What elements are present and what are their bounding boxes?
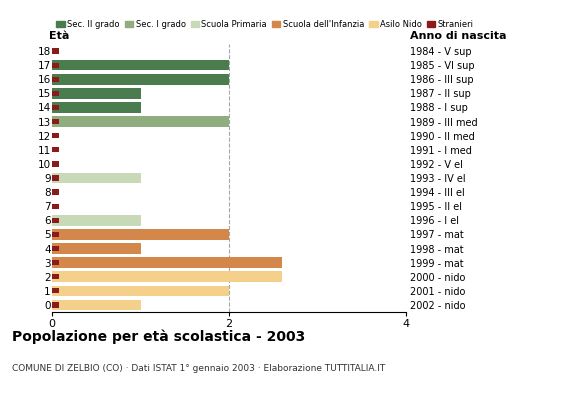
Text: COMUNE DI ZELBIO (CO) · Dati ISTAT 1° gennaio 2003 · Elaborazione TUTTITALIA.IT: COMUNE DI ZELBIO (CO) · Dati ISTAT 1° ge… <box>12 364 385 373</box>
Bar <box>52 215 140 226</box>
Bar <box>52 60 229 70</box>
Bar <box>52 102 140 113</box>
Bar <box>52 204 59 209</box>
Bar <box>52 243 140 254</box>
Bar <box>52 119 59 124</box>
Bar <box>52 229 229 240</box>
Bar <box>52 257 282 268</box>
Text: Popolazione per età scolastica - 2003: Popolazione per età scolastica - 2003 <box>12 330 305 344</box>
Bar <box>52 175 59 181</box>
Bar <box>52 116 229 127</box>
Bar <box>52 161 59 166</box>
Bar <box>52 91 59 96</box>
Bar <box>52 74 229 84</box>
Text: Età: Età <box>49 31 69 41</box>
Legend: Sec. II grado, Sec. I grado, Scuola Primaria, Scuola dell'Infanzia, Asilo Nido, : Sec. II grado, Sec. I grado, Scuola Prim… <box>56 20 474 29</box>
Bar <box>52 190 59 195</box>
Bar <box>52 272 282 282</box>
Bar <box>52 232 59 237</box>
Text: Anno di nascita: Anno di nascita <box>409 31 506 41</box>
Bar <box>52 147 59 152</box>
Bar <box>52 274 59 279</box>
Bar <box>52 300 140 310</box>
Bar <box>52 246 59 251</box>
Bar <box>52 288 59 294</box>
Bar <box>52 133 59 138</box>
Bar <box>52 286 229 296</box>
Bar <box>52 260 59 265</box>
Bar <box>52 62 59 68</box>
Bar <box>52 218 59 223</box>
Bar <box>52 88 140 99</box>
Bar <box>52 302 59 308</box>
Bar <box>52 173 140 183</box>
Bar <box>52 48 59 54</box>
Bar <box>52 77 59 82</box>
Bar <box>52 105 59 110</box>
